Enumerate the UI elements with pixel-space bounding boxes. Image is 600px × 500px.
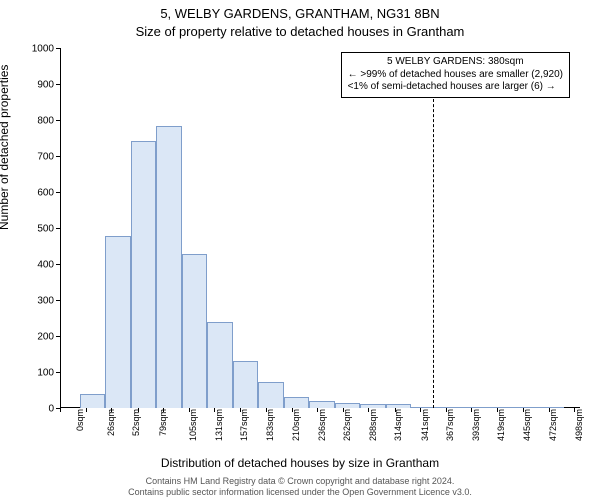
y-tick-mark [56, 156, 60, 157]
histogram-bar [513, 407, 539, 408]
x-tick-label: 367sqm [445, 409, 455, 441]
x-tick-mark [471, 408, 472, 412]
y-tick-mark [56, 120, 60, 121]
footer-line2: Contains public sector information licen… [0, 487, 600, 498]
x-tick-mark [189, 408, 190, 412]
histogram-bar [386, 404, 412, 408]
histogram-bar [182, 254, 208, 408]
x-tick-label: 314sqm [393, 409, 403, 441]
histogram-bar [80, 394, 106, 408]
chart-container: 5, WELBY GARDENS, GRANTHAM, NG31 8BN Siz… [0, 0, 600, 500]
histogram-bar [156, 126, 182, 408]
histogram-bar [284, 397, 310, 408]
x-tick-mark [86, 408, 87, 412]
x-tick-mark [138, 408, 139, 412]
y-tick-label: 0 [24, 404, 54, 415]
y-tick-mark [56, 192, 60, 193]
histogram-bar [131, 141, 157, 408]
x-tick-label: 52sqm [131, 409, 141, 436]
x-tick-label: 236sqm [317, 409, 327, 441]
chart-title-line2: Size of property relative to detached ho… [0, 24, 600, 39]
histogram-bar [437, 407, 463, 408]
x-axis-label: Distribution of detached houses by size … [0, 456, 600, 470]
y-tick-label: 800 [24, 116, 54, 127]
y-tick-mark [56, 336, 60, 337]
histogram-bar [258, 382, 284, 408]
annotation-line2: ← >99% of detached houses are smaller (2… [348, 69, 563, 82]
x-tick-label: 419sqm [496, 409, 506, 441]
y-tick-label: 500 [24, 224, 54, 235]
annotation-line1: 5 WELBY GARDENS: 380sqm [348, 56, 563, 69]
x-tick-mark [163, 408, 164, 412]
x-tick-mark [420, 408, 421, 412]
x-tick-mark [497, 408, 498, 412]
x-tick-mark [574, 408, 575, 412]
x-tick-label: 393sqm [471, 409, 481, 441]
x-tick-mark [240, 408, 241, 412]
histogram-bar [207, 322, 233, 408]
y-tick-label: 700 [24, 152, 54, 163]
chart-title-line1: 5, WELBY GARDENS, GRANTHAM, NG31 8BN [0, 6, 600, 21]
histogram-bar [360, 404, 386, 408]
x-tick-mark [368, 408, 369, 412]
x-tick-label: 183sqm [265, 409, 275, 441]
x-tick-label: 498sqm [574, 409, 584, 441]
x-tick-label: 0sqm [75, 409, 85, 431]
y-tick-mark [56, 48, 60, 49]
property-marker-line [433, 84, 435, 408]
x-tick-label: 341sqm [420, 409, 430, 441]
x-tick-label: 157sqm [239, 409, 249, 441]
x-tick-mark [343, 408, 344, 412]
histogram-bar [462, 407, 488, 408]
x-tick-mark [317, 408, 318, 412]
y-tick-mark [56, 372, 60, 373]
histogram-bar [233, 361, 259, 408]
x-tick-mark [60, 408, 61, 412]
x-tick-label: 445sqm [522, 409, 532, 441]
x-tick-mark [523, 408, 524, 412]
plot-area: 01002003004005006007008009001000 0sqm26s… [60, 48, 580, 408]
y-tick-label: 900 [24, 80, 54, 91]
x-tick-label: 26sqm [106, 409, 116, 436]
x-tick-label: 472sqm [548, 409, 558, 441]
annotation-line3: <1% of semi-detached houses are larger (… [348, 81, 563, 94]
y-tick-mark [56, 300, 60, 301]
y-tick-mark [56, 264, 60, 265]
y-tick-label: 400 [24, 260, 54, 271]
histogram-bar [539, 407, 565, 408]
histogram-bar [105, 236, 131, 408]
x-tick-label: 131sqm [214, 409, 224, 441]
x-tick-mark [111, 408, 112, 412]
annotation-box: 5 WELBY GARDENS: 380sqm ← >99% of detach… [341, 52, 570, 98]
y-tick-label: 300 [24, 296, 54, 307]
y-tick-mark [56, 228, 60, 229]
histogram-bar [335, 403, 361, 408]
x-tick-mark [266, 408, 267, 412]
x-tick-mark [549, 408, 550, 412]
y-tick-label: 1000 [24, 44, 54, 55]
x-tick-mark [395, 408, 396, 412]
x-tick-mark [214, 408, 215, 412]
x-tick-label: 210sqm [291, 409, 301, 441]
x-tick-label: 79sqm [158, 409, 168, 436]
x-tick-mark [292, 408, 293, 412]
histogram-bar [488, 407, 514, 408]
y-axis-label: Number of detached properties [0, 65, 11, 230]
x-tick-mark [446, 408, 447, 412]
y-tick-label: 200 [24, 332, 54, 343]
y-tick-label: 100 [24, 368, 54, 379]
y-tick-label: 600 [24, 188, 54, 199]
y-tick-mark [56, 84, 60, 85]
x-tick-label: 105sqm [188, 409, 198, 441]
footer-line1: Contains HM Land Registry data © Crown c… [0, 476, 600, 487]
x-tick-label: 288sqm [368, 409, 378, 441]
footer: Contains HM Land Registry data © Crown c… [0, 476, 600, 498]
x-tick-label: 262sqm [342, 409, 352, 441]
histogram-bar [309, 401, 335, 408]
